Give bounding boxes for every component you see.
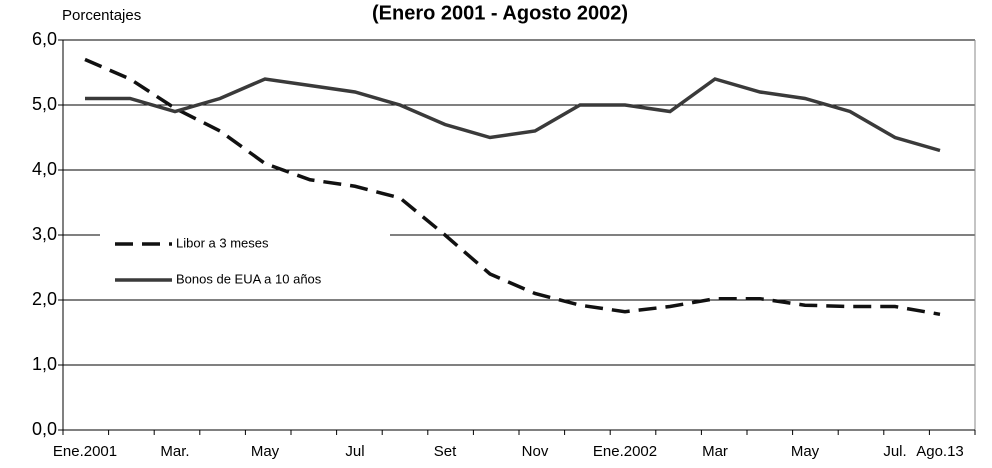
x-tick-label: Ene.2002 [593,443,657,460]
y-tick-label: 3,0 [32,224,57,244]
x-tick-label: Ene.2001 [53,443,117,460]
x-tick-label: Jul [345,443,364,460]
y-tick-label: 4,0 [32,159,57,179]
chart-title: (Enero 2001 - Agosto 2002) [372,2,628,24]
line-series [84,57,941,317]
x-tick-label: Mar. [160,443,189,460]
line-series [85,77,941,153]
legend-background [100,228,390,296]
x-tick-label: May [251,443,280,460]
x-tick-label: Mar [702,443,728,460]
x-tick-label: Jul. [883,443,906,460]
x-tick-label: Nov [522,443,549,460]
x-tick-label: Ago.13 [916,443,964,460]
legend-label: Bonos de EUA a 10 años [176,271,322,286]
y-axis-label: Porcentajes [62,7,141,24]
y-tick-label: 6,0 [32,29,57,49]
y-tick-label: 5,0 [32,94,57,114]
y-tick-label: 2,0 [32,289,57,309]
legend-label: Libor a 3 meses [176,235,269,250]
y-tick-label: 1,0 [32,354,57,374]
y-tick-label: 0,0 [32,419,57,439]
x-tick-label: May [791,443,820,460]
x-tick-label: Set [434,443,457,460]
